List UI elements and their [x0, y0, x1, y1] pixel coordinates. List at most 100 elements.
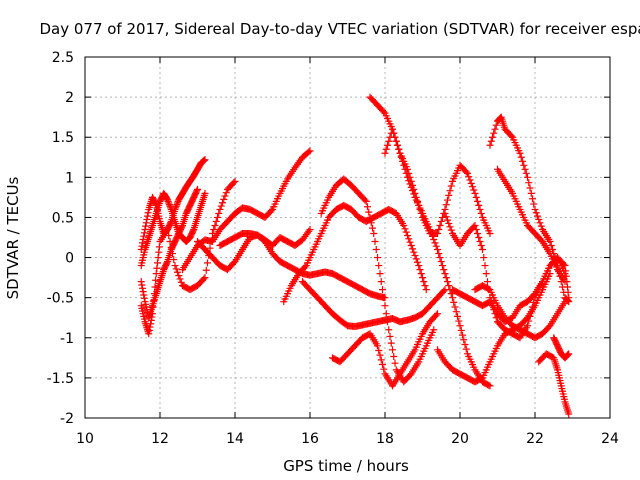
- data-point: [410, 248, 418, 256]
- plot-frame: [84, 56, 611, 419]
- data-point: [267, 207, 275, 215]
- data-point: [440, 266, 448, 274]
- data-point: [172, 202, 180, 210]
- data-point: [165, 231, 173, 239]
- data-point: [201, 274, 209, 282]
- series-track-r: [494, 165, 569, 286]
- data-point: [155, 243, 163, 251]
- data-point: [525, 179, 533, 187]
- data-point: [467, 179, 475, 187]
- data-point: [150, 290, 158, 298]
- data-point: [407, 242, 415, 250]
- data-point: [411, 189, 419, 197]
- data-point: [212, 217, 220, 225]
- y-tick-label: 1: [65, 170, 74, 186]
- data-point: [376, 351, 384, 359]
- axis-layer: 10 12 14 16 18 20 22 24 -2 -1.5 -1 -0.5 0 0.5 1 1.5 2 2.5: [47, 50, 619, 447]
- data-point: [231, 177, 239, 185]
- data-point: [534, 212, 541, 220]
- data-point: [436, 254, 444, 262]
- data-point: [364, 203, 371, 211]
- series-track-a: [137, 156, 209, 254]
- data-point: [154, 259, 161, 267]
- y-tick-label: 2: [65, 90, 74, 106]
- x-tick-label: 20: [451, 431, 469, 447]
- data-point: [441, 270, 449, 278]
- series-track-c: [137, 185, 201, 322]
- data-point: [380, 108, 388, 116]
- data-point: [380, 365, 388, 373]
- data-point: [564, 297, 572, 305]
- data-point: [221, 192, 229, 200]
- data-point: [154, 254, 162, 262]
- data-point: [371, 238, 379, 246]
- data-point: [479, 246, 486, 254]
- x-tick-label: 10: [76, 431, 94, 447]
- data-point: [164, 225, 171, 233]
- data-point: [420, 278, 428, 286]
- data-point: [384, 141, 391, 149]
- data-point: [409, 181, 416, 189]
- data-point: [402, 228, 410, 236]
- data-point: [214, 213, 221, 221]
- data-point: [139, 284, 146, 292]
- data-point: [480, 254, 488, 262]
- data-point: [487, 137, 495, 145]
- data-point: [210, 225, 218, 233]
- data-point: [140, 229, 148, 237]
- data-point: [560, 288, 568, 296]
- data-point: [475, 234, 483, 241]
- data-point: [561, 298, 569, 306]
- data-point: [486, 229, 494, 237]
- data-point: [389, 125, 396, 133]
- data-point: [521, 165, 529, 173]
- x-axis-label: GPS time / hours: [283, 457, 409, 475]
- data-point: [469, 183, 476, 191]
- data-point: [390, 352, 398, 360]
- data-point: [465, 173, 473, 181]
- data-point: [446, 223, 454, 231]
- data-point: [464, 169, 471, 177]
- data-point: [440, 287, 448, 295]
- data-point: [430, 236, 438, 244]
- data-point: [477, 242, 485, 250]
- data-point: [524, 322, 531, 330]
- data-point: [527, 308, 535, 316]
- data-point: [306, 225, 314, 233]
- data-point: [564, 350, 572, 358]
- data-point: [417, 270, 425, 278]
- data-point: [194, 185, 201, 193]
- data-point: [507, 132, 515, 140]
- data-point: [301, 263, 309, 271]
- data-point: [422, 286, 430, 294]
- data-point: [404, 165, 411, 173]
- data-point: [217, 202, 225, 210]
- data-point: [407, 177, 415, 185]
- data-point: [174, 199, 181, 207]
- data-point: [524, 173, 531, 181]
- data-point: [466, 176, 474, 184]
- data-point: [529, 303, 536, 311]
- data-point: [153, 264, 161, 272]
- y-tick-label: 1.5: [52, 130, 74, 146]
- series-track-g: [216, 229, 389, 302]
- data-point: [565, 410, 573, 418]
- data-point: [462, 345, 470, 353]
- data-point: [138, 242, 146, 250]
- data-point: [410, 185, 418, 193]
- data-layer: [137, 93, 573, 418]
- data-point: [372, 246, 380, 254]
- data-point: [385, 137, 393, 145]
- data-point: [150, 296, 158, 304]
- data-point: [442, 213, 450, 221]
- data-point: [455, 317, 463, 325]
- data-point: [457, 326, 465, 334]
- data-point: [216, 205, 224, 213]
- data-point: [382, 145, 390, 153]
- data-point: [492, 121, 500, 129]
- data-point: [201, 156, 209, 164]
- x-tick-label: 24: [601, 431, 619, 447]
- x-tick-label: 16: [301, 431, 319, 447]
- data-point: [449, 294, 456, 302]
- data-point: [137, 278, 145, 286]
